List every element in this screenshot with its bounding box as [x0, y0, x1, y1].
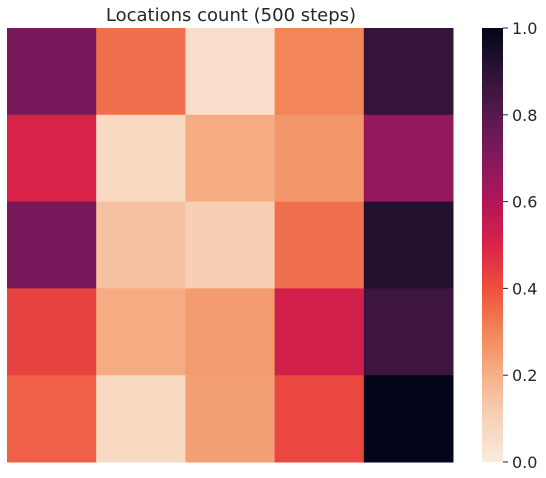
heatmap-cell-r4-c4 — [363, 375, 454, 463]
colorbar-ticks: 0.0 0.2 0.4 0.6 0.8 1.0 — [503, 19, 537, 472]
chart-title: Locations count (500 steps) — [106, 5, 356, 26]
colorbar-tick-label: 0.4 — [512, 279, 537, 298]
heatmap-cell-r1-c4 — [363, 114, 454, 203]
heatmap-cell-r2-c3 — [274, 201, 365, 289]
heatmap-cell-r1-c2 — [185, 114, 276, 203]
heatmap-cell-r0-c1 — [96, 28, 186, 116]
heatmap-cell-r2-c4 — [363, 201, 454, 289]
heatmap-cell-r0-c2 — [185, 28, 276, 116]
heatmap-cell-r1-c0 — [7, 114, 97, 203]
heatmap-cell-r4-c2 — [185, 375, 276, 463]
colorbar: 0.0 0.2 0.4 0.6 0.8 1.0 — [482, 19, 537, 472]
colorbar-tick-label: 0.2 — [512, 366, 537, 385]
colorbar-tick-label: 0.6 — [512, 193, 537, 212]
heatmap-cell-r3-c2 — [185, 288, 276, 376]
heatmap-cell-r0-c0 — [7, 28, 97, 116]
heatmap-cell-r4-c1 — [96, 375, 186, 463]
heatmap-cells — [7, 28, 454, 463]
heatmap-cell-r2-c1 — [96, 201, 186, 289]
heatmap-cell-r4-c0 — [7, 375, 97, 463]
colorbar-gradient — [482, 28, 503, 462]
heatmap-cell-r1-c1 — [96, 114, 186, 203]
heatmap-cell-r3-c3 — [274, 288, 365, 376]
colorbar-tick-label: 0.0 — [512, 453, 537, 472]
heatmap-cell-r3-c1 — [96, 288, 186, 376]
heatmap-cell-r0-c4 — [363, 28, 454, 116]
heatmap-cell-r2-c0 — [7, 201, 97, 289]
heatmap-cell-r3-c0 — [7, 288, 97, 376]
colorbar-tick-label: 1.0 — [512, 19, 537, 38]
colorbar-tick-label: 0.8 — [512, 106, 537, 125]
heatmap-cell-r4-c3 — [274, 375, 365, 463]
heatmap-cell-r2-c2 — [185, 201, 276, 289]
heatmap-cell-r3-c4 — [363, 288, 454, 376]
heatmap-cell-r0-c3 — [274, 28, 365, 116]
heatmap-cell-r1-c3 — [274, 114, 365, 203]
